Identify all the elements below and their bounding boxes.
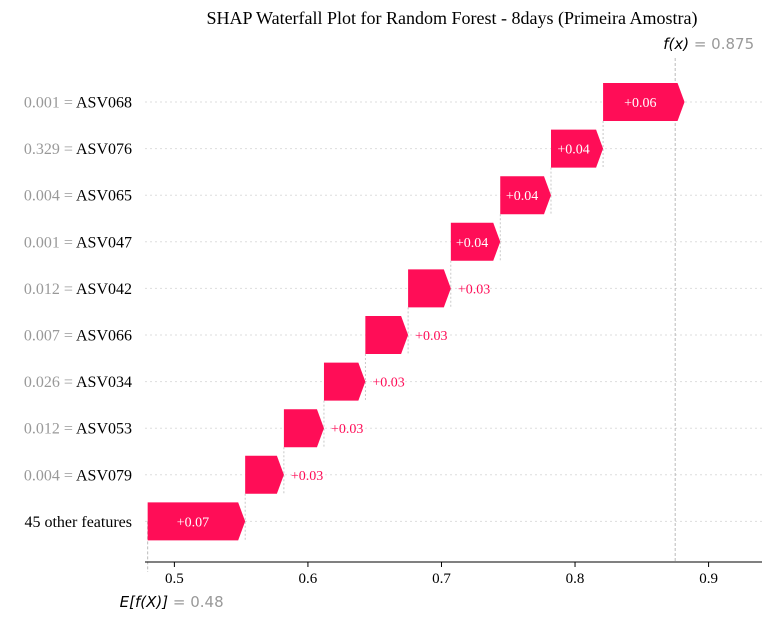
bar-value-label: +0.03 [291, 469, 323, 484]
feature-value: 0.001 = [24, 95, 76, 112]
waterfall-bar [365, 316, 409, 354]
feature-value: 0.004 = [24, 467, 76, 484]
x-tick-label: 0.8 [566, 571, 585, 587]
bar-value-label: +0.03 [331, 422, 363, 437]
reference-lines [147, 58, 676, 572]
output-value-annotation: f(x) = 0.875 [663, 35, 754, 53]
feature-label: 0.004 = ASV079 [24, 467, 132, 484]
feature-labels: 0.001 = ASV068 0.329 = ASV076 0.004 = ASV0… [24, 95, 132, 531]
base-value: = 0.48 [168, 593, 224, 611]
gridlines [145, 101, 762, 522]
output-label: f(x) [663, 35, 689, 53]
base-value-annotation: E[f(X)] = 0.48 [120, 593, 224, 611]
feature-name: ASV076 [76, 141, 132, 158]
chart-title: SHAP Waterfall Plot for Random Forest - … [207, 8, 698, 29]
bar-value-label: +0.07 [177, 515, 209, 530]
feature-name: ASV065 [76, 188, 132, 205]
feature-label: 0.004 = ASV065 [24, 188, 132, 205]
waterfall-bar [147, 502, 246, 541]
feature-value: 0.007 = [24, 328, 76, 345]
feature-value: 0.026 = [24, 374, 76, 391]
feature-value: 0.329 = [24, 141, 76, 158]
bar-value-label: +0.03 [372, 376, 404, 391]
waterfall-bar [408, 269, 451, 308]
feature-name: ASV042 [76, 281, 132, 298]
x-axis: 0.5 0.6 0.7 0.8 0.9 [145, 561, 762, 587]
bar-value-label: +0.03 [458, 282, 490, 297]
x-tick-label: 0.6 [299, 571, 318, 587]
feature-name: 45 other features [24, 514, 132, 531]
feature-name: ASV034 [76, 374, 132, 391]
bar-value-label: +0.04 [557, 143, 589, 158]
waterfall-bar [245, 455, 284, 494]
feature-name: ASV053 [76, 421, 132, 438]
bar-value-label: +0.03 [415, 329, 447, 344]
feature-label: 0.012 = ASV053 [24, 421, 132, 438]
feature-value: 0.001 = [24, 234, 76, 251]
feature-label: 0.001 = ASV068 [24, 95, 132, 112]
bar-value-label: +0.06 [624, 96, 656, 111]
x-tick-label: 0.7 [432, 571, 451, 587]
feature-value: 0.004 = [24, 188, 76, 205]
waterfall-bar [550, 129, 604, 168]
feature-label: 0.007 = ASV066 [24, 328, 132, 345]
base-label: E[f(X)] [120, 593, 169, 611]
feature-name: ASV066 [76, 328, 132, 345]
waterfall-bar [323, 362, 366, 401]
output-value: = 0.875 [689, 35, 754, 53]
bars-group: +0.06 +0.04 +0.04 +0.04 +0.03 +0.03 +0.03 +0.03… [147, 83, 685, 541]
waterfall-bar [283, 409, 324, 448]
x-tick-label: 0.5 [165, 571, 184, 587]
feature-label: 0.026 = ASV034 [24, 374, 132, 391]
feature-name: ASV068 [76, 95, 132, 112]
x-tick-label: 0.9 [699, 571, 718, 587]
bar-value-label: +0.04 [456, 236, 488, 251]
annotations: f(x) = 0.875 E[f(X)] = 0.48 [120, 35, 754, 611]
waterfall-bar [500, 176, 551, 215]
feature-value: 0.012 = [24, 281, 76, 298]
feature-name: ASV047 [76, 234, 132, 251]
bar-value-label: +0.04 [506, 189, 538, 204]
feature-name: ASV079 [76, 467, 132, 484]
feature-label: 0.001 = ASV047 [24, 234, 132, 251]
feature-label: 0.329 = ASV076 [24, 141, 132, 158]
waterfall-bar [603, 83, 685, 121]
feature-label: 0.012 = ASV042 [24, 281, 132, 298]
waterfall-bar [450, 222, 501, 261]
feature-value: 0.012 = [24, 421, 76, 438]
